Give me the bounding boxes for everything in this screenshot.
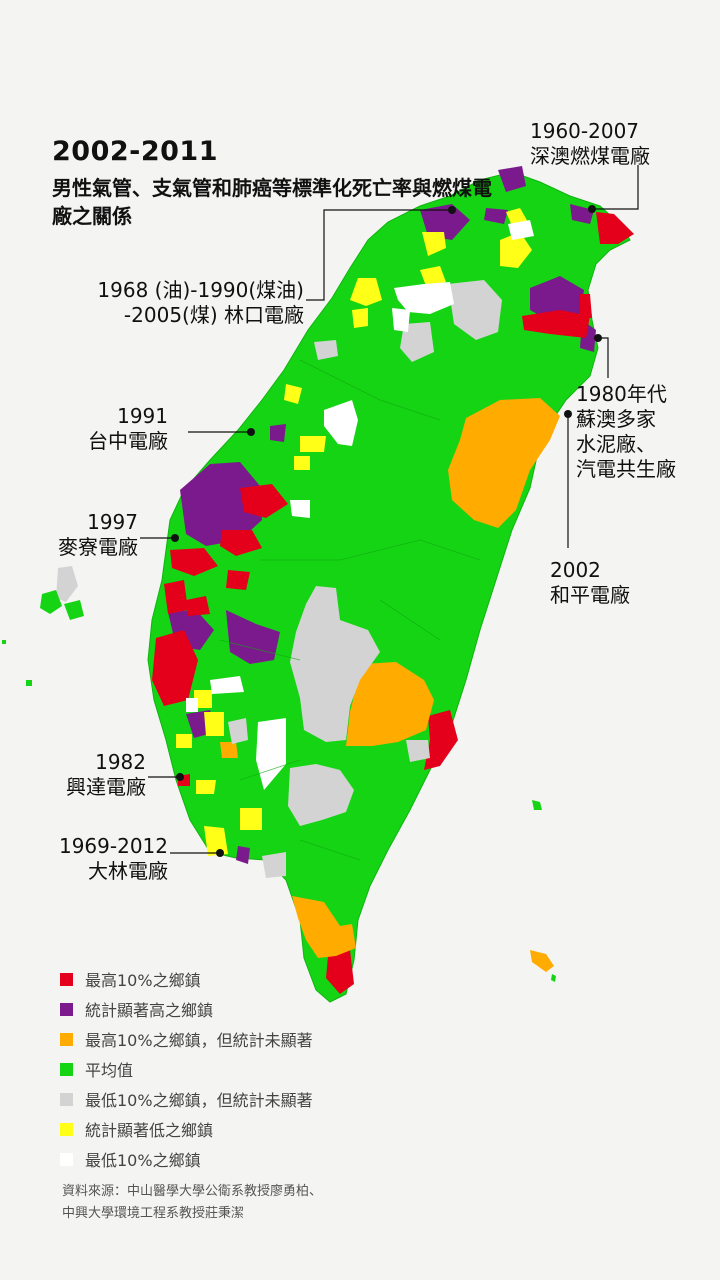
marker-talin bbox=[216, 849, 224, 857]
gray-regions bbox=[56, 280, 502, 878]
marker-hsinta bbox=[176, 773, 184, 781]
legend-item: 最低10%之鄉鎮，但統計未顯著 bbox=[60, 1084, 313, 1114]
map-subtitle: 男性氣管、支氣管和肺癌等標準化死亡率與燃煤電廠之關係 bbox=[52, 176, 492, 228]
marker-linkou bbox=[448, 206, 456, 214]
legend-item: 平均值 bbox=[60, 1054, 313, 1084]
marker-suao bbox=[594, 334, 602, 342]
legend-swatch bbox=[60, 1062, 73, 1076]
marker-heping bbox=[564, 410, 572, 418]
red-regions bbox=[152, 212, 634, 994]
legend-swatch bbox=[60, 972, 73, 986]
plant-markers bbox=[171, 205, 602, 857]
label-heping: 2002 和平電廠 bbox=[550, 558, 630, 607]
islands bbox=[2, 590, 556, 982]
legend-item: 最低10%之鄉鎮 bbox=[60, 1144, 313, 1174]
legend-swatch bbox=[60, 1002, 73, 1016]
marker-taichung bbox=[247, 428, 255, 436]
orange-regions bbox=[220, 398, 560, 972]
district-lines bbox=[219, 359, 481, 861]
legend: 最高10%之鄉鎮 統計顯著高之鄉鎮 最高10%之鄉鎮，但統計未顯著 平均值 最低… bbox=[60, 964, 313, 1174]
label-mailiao: 1997 麥寮電廠 bbox=[58, 510, 138, 559]
legend-swatch bbox=[60, 1122, 73, 1136]
legend-item: 統計顯著低之鄉鎮 bbox=[60, 1114, 313, 1144]
legend-swatch bbox=[60, 1032, 73, 1046]
legend-item: 最高10%之鄉鎮 bbox=[60, 964, 313, 994]
label-hsinta: 1982 興達電廠 bbox=[66, 750, 146, 799]
yellow-regions bbox=[176, 208, 532, 856]
legend-swatch bbox=[60, 1152, 73, 1166]
marker-shenao bbox=[588, 205, 596, 213]
label-taichung: 1991 台中電廠 bbox=[88, 404, 168, 453]
label-linkou: 1968 (油)-1990(煤油) -2005(煤) 林口電廠 bbox=[97, 278, 304, 327]
label-talin: 1969-2012 大林電廠 bbox=[58, 834, 168, 883]
leader-lines bbox=[140, 165, 639, 854]
legend-item: 統計顯著高之鄉鎮 bbox=[60, 994, 313, 1024]
label-shenao: 1960-2007 深澳燃煤電廠 bbox=[530, 119, 650, 168]
label-suao: 1980年代 蘇澳多家 水泥廠、 汽電共生廠 bbox=[576, 382, 676, 481]
legend-swatch bbox=[60, 1092, 73, 1106]
map-title: 2002-2011 bbox=[52, 136, 218, 167]
marker-mailiao bbox=[171, 534, 179, 542]
legend-item: 最高10%之鄉鎮，但統計未顯著 bbox=[60, 1024, 313, 1054]
data-source: 資料來源：中山醫學大學公衛系教授廖勇柏、 中興大學環境工程系教授莊秉潔 bbox=[62, 1184, 323, 1221]
